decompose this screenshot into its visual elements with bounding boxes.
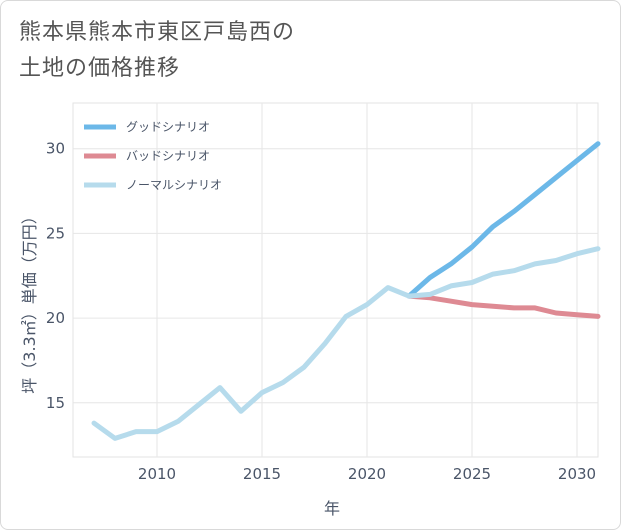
chart-title: 熊本県熊本市東区戸島西の 土地の価格推移: [19, 15, 295, 87]
legend-label: バッドシナリオ: [126, 149, 210, 163]
bad-scenario-line: [406, 293, 601, 319]
legend-item-bad: バッドシナリオ: [84, 149, 210, 163]
x-tick-label: 2025: [453, 465, 491, 483]
good-scenario-line: [406, 141, 601, 299]
legend-item-good: グッドシナリオ: [84, 120, 210, 134]
x-tick-label: 2030: [558, 465, 596, 483]
x-tick-label: 2010: [138, 465, 176, 483]
y-tick-label: 15: [46, 394, 65, 412]
chart-title-line-1: 熊本県熊本市東区戸島西の: [19, 20, 296, 45]
x-axis-title: 年: [324, 499, 340, 518]
chart-title-line-2: 土地の価格推移: [19, 56, 181, 81]
y-tick-label: 30: [46, 140, 65, 158]
series-lines: [91, 141, 601, 441]
legend-label: グッドシナリオ: [126, 120, 210, 134]
plot-area: [72, 102, 599, 458]
y-tick-label: 20: [46, 309, 65, 327]
x-tick-label: 2015: [243, 465, 281, 483]
legend-label: ノーマルシナリオ: [126, 178, 222, 192]
legend-item-normal: ノーマルシナリオ: [84, 178, 222, 192]
y-tick-label: 25: [46, 224, 65, 242]
x-tick-label: 2020: [348, 465, 386, 483]
y-axis-title: 坪（3.3㎡）単価（万円）: [20, 208, 39, 393]
normal-scenario-line: [91, 246, 601, 441]
